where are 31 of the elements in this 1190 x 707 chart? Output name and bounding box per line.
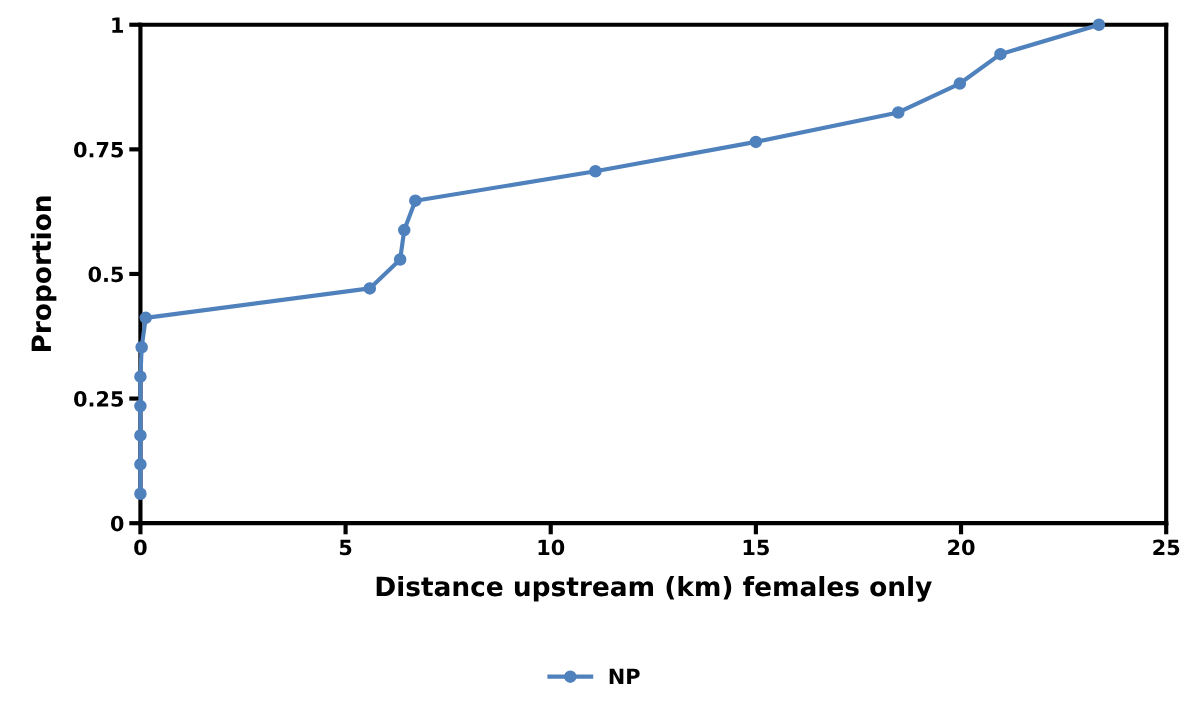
y-tick-label: 0: [110, 515, 124, 532]
point: [409, 194, 422, 207]
x-tick-label: 25: [1153, 539, 1180, 556]
y-tick-label: 0.25: [74, 391, 123, 407]
legend-label: NP: [609, 668, 640, 684]
point: [134, 458, 147, 471]
y-tick-label: 1: [112, 17, 124, 33]
point: [749, 135, 763, 149]
point: [134, 399, 147, 413]
x-tick-label: 10: [538, 539, 565, 556]
x-axis-title: Distance upstream (km) females only: [376, 575, 932, 602]
point: [994, 47, 1007, 61]
point: [1092, 18, 1106, 31]
point: [892, 106, 905, 119]
x-tick-label: 5: [339, 539, 352, 556]
point: [134, 370, 147, 383]
y-tick-label: 0.75: [74, 141, 123, 158]
x-tick-label: 0: [134, 539, 147, 556]
point: [953, 77, 967, 90]
point: [134, 487, 147, 501]
x-tick-label: 15: [743, 539, 769, 556]
point: [397, 223, 411, 237]
x-tick-label: 20: [948, 539, 975, 556]
point: [393, 253, 407, 266]
point: [139, 311, 153, 325]
y-axis-title: Proportion: [30, 196, 57, 352]
point: [363, 282, 377, 295]
y-tick-label: 0.5: [88, 266, 123, 283]
point: [135, 340, 148, 354]
point: [589, 165, 602, 178]
point: [134, 429, 147, 442]
